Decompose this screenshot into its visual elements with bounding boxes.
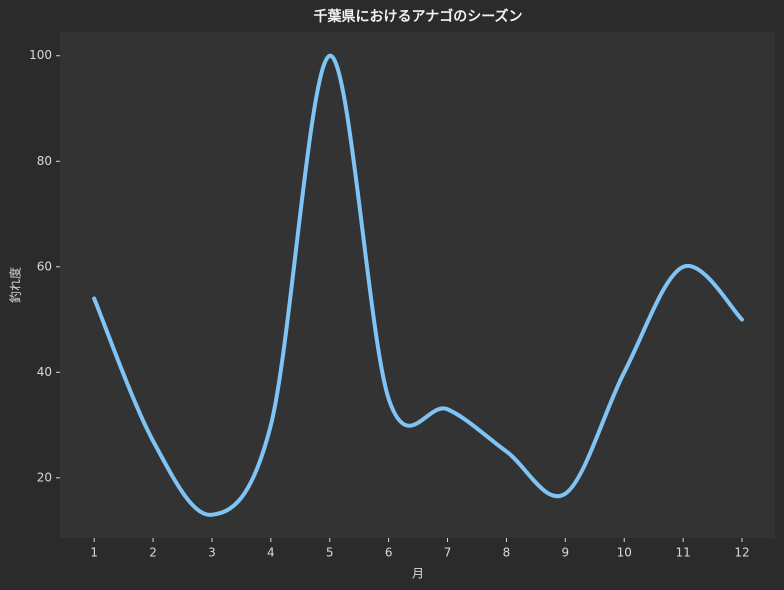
y-axis-label: 釣れ度: [8, 267, 23, 303]
x-tick-label: 6: [385, 546, 393, 560]
y-tick-label: 20: [37, 470, 52, 484]
x-axis-label: 月: [412, 567, 424, 581]
x-tick-label: 10: [617, 546, 632, 560]
x-tick-label: 4: [267, 546, 275, 560]
x-tick-label: 9: [562, 546, 570, 560]
y-tick-label: 60: [37, 259, 52, 273]
x-tick-label: 8: [503, 546, 511, 560]
x-tick-label: 7: [444, 546, 452, 560]
x-tick-label: 3: [208, 546, 216, 560]
y-tick-label: 80: [37, 154, 52, 168]
x-tick-label: 12: [734, 546, 749, 560]
x-tick-label: 5: [326, 546, 334, 560]
x-tick-label: 2: [149, 546, 157, 560]
y-tick-label: 100: [29, 48, 52, 62]
chart-title: 千葉県におけるアナゴのシーズン: [313, 8, 522, 25]
data-line: [92, 53, 745, 517]
x-tick-label: 11: [675, 546, 690, 560]
plot-area: [60, 32, 775, 538]
x-tick-label: 1: [90, 546, 98, 560]
y-tick-label: 40: [37, 365, 52, 379]
